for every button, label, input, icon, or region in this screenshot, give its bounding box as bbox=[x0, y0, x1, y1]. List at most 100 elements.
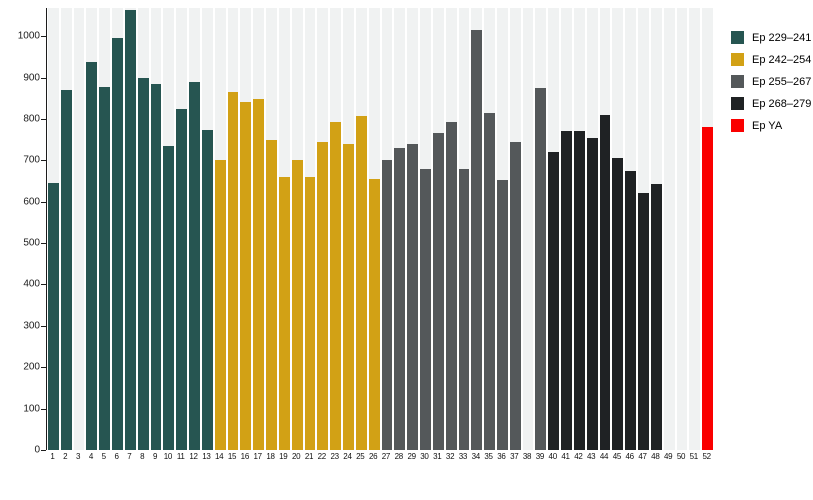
bar bbox=[240, 102, 252, 450]
x-tick-label: 21 bbox=[304, 452, 314, 461]
bar-slot bbox=[458, 8, 471, 450]
y-tick-label: 900 bbox=[23, 72, 40, 84]
x-axis-labels: 1 2 3 4 5 6 7 8 9 10 11 12 13 14 15 16 17 18 19 20 21 22 23 24 2… bbox=[46, 452, 713, 461]
y-tick-mark bbox=[41, 77, 46, 79]
x-tick-label: 51 bbox=[689, 452, 699, 461]
x-tick-label: 40 bbox=[548, 452, 558, 461]
bar bbox=[407, 143, 419, 450]
x-tick-label: 43 bbox=[587, 452, 596, 461]
x-tick-label: 12 bbox=[189, 452, 198, 461]
bar-slot bbox=[483, 8, 496, 450]
x-tick-label: 35 bbox=[484, 452, 493, 461]
bar-slot bbox=[406, 8, 419, 450]
x-tick-label: 8 bbox=[140, 452, 145, 461]
legend-label: Ep 242–254 bbox=[752, 53, 812, 66]
x-tick-label: 37 bbox=[510, 452, 519, 461]
bar bbox=[612, 158, 624, 450]
bar bbox=[124, 10, 136, 450]
bar-slot bbox=[278, 8, 291, 450]
x-tick-label: 4 bbox=[88, 452, 93, 461]
legend-swatch-gray-icon bbox=[731, 75, 744, 88]
bar bbox=[548, 152, 560, 450]
legend-label: Ep 268–279 bbox=[752, 97, 812, 110]
y-tick-label: 500 bbox=[23, 237, 40, 249]
y-tick-mark bbox=[41, 118, 46, 120]
bar-slot bbox=[111, 8, 124, 450]
legend: Ep 229–241 Ep 242–254 Ep 255–267 Ep 268–… bbox=[731, 31, 811, 141]
legend-swatch-teal-icon bbox=[731, 31, 744, 44]
legend-swatch-gold-icon bbox=[731, 53, 744, 66]
bar bbox=[86, 61, 98, 450]
x-tick-label: 18 bbox=[266, 452, 275, 461]
y-tick-mark bbox=[41, 284, 46, 286]
bar-slot bbox=[688, 8, 701, 450]
x-tick-label: 29 bbox=[407, 452, 416, 461]
bar-slot bbox=[150, 8, 163, 450]
bar bbox=[201, 130, 213, 450]
x-tick-label: 41 bbox=[561, 452, 570, 461]
x-tick-label: 14 bbox=[215, 452, 224, 461]
x-tick-label: 2 bbox=[63, 452, 68, 461]
x-tick-label: 38 bbox=[522, 452, 532, 461]
bar-slot bbox=[509, 8, 522, 450]
bar-slot bbox=[381, 8, 394, 450]
bar-slot bbox=[124, 8, 137, 450]
y-tick-label: 800 bbox=[23, 113, 40, 125]
bar-slot bbox=[432, 8, 445, 450]
y-tick-label: 600 bbox=[23, 196, 40, 208]
legend-label: Ep YA bbox=[752, 119, 783, 132]
bar bbox=[432, 133, 444, 450]
bar bbox=[48, 183, 59, 450]
legend-label: Ep 229–241 bbox=[752, 31, 812, 44]
y-tick-label: 100 bbox=[23, 403, 40, 415]
x-tick-label: 1 bbox=[50, 452, 55, 461]
y-tick-mark bbox=[41, 408, 46, 410]
x-tick-label: 10 bbox=[163, 452, 173, 461]
legend-swatch-red-icon bbox=[731, 119, 744, 132]
bar bbox=[150, 83, 162, 450]
x-tick-label: 15 bbox=[227, 452, 237, 461]
legend-item: Ep 229–241 bbox=[731, 31, 811, 44]
bar bbox=[137, 77, 149, 450]
x-tick-label: 22 bbox=[317, 452, 327, 461]
bar bbox=[343, 143, 354, 450]
bar-slot bbox=[239, 8, 252, 450]
legend-item: Ep 255–267 bbox=[731, 75, 811, 88]
bar-slot bbox=[162, 8, 175, 450]
bar-slot bbox=[291, 8, 304, 450]
x-tick-label: 32 bbox=[445, 452, 455, 461]
bar bbox=[317, 141, 329, 450]
x-tick-label: 19 bbox=[279, 452, 288, 461]
bar bbox=[112, 38, 123, 450]
bar-slot bbox=[227, 8, 240, 450]
bar-slot bbox=[47, 8, 60, 450]
x-tick-label: 49 bbox=[664, 452, 673, 461]
bar-slot bbox=[368, 8, 381, 450]
bar bbox=[266, 139, 277, 450]
x-tick-label: 31 bbox=[433, 452, 442, 461]
bar-slot bbox=[137, 8, 150, 450]
bar bbox=[227, 92, 239, 450]
bar bbox=[484, 112, 495, 450]
x-tick-label: 39 bbox=[535, 452, 545, 461]
bar-slot bbox=[355, 8, 368, 450]
bar-slot bbox=[637, 8, 650, 450]
bar-slot bbox=[316, 8, 329, 450]
bar-slot bbox=[419, 8, 432, 450]
bar bbox=[471, 29, 483, 450]
x-tick-label: 34 bbox=[471, 452, 481, 461]
x-tick-label: 42 bbox=[574, 452, 583, 461]
y-tick-mark bbox=[41, 367, 46, 369]
x-tick-label: 50 bbox=[676, 452, 686, 461]
bar-slot bbox=[701, 8, 714, 450]
bar-slot bbox=[534, 8, 547, 450]
bar-slot bbox=[175, 8, 188, 450]
bar-slot bbox=[252, 8, 265, 450]
x-tick-label: 5 bbox=[101, 452, 106, 461]
bar-slot bbox=[611, 8, 624, 450]
x-tick-label: 25 bbox=[356, 452, 365, 461]
x-tick-label: 52 bbox=[702, 452, 711, 461]
x-tick-label: 20 bbox=[291, 452, 301, 461]
bar-slot bbox=[188, 8, 201, 450]
